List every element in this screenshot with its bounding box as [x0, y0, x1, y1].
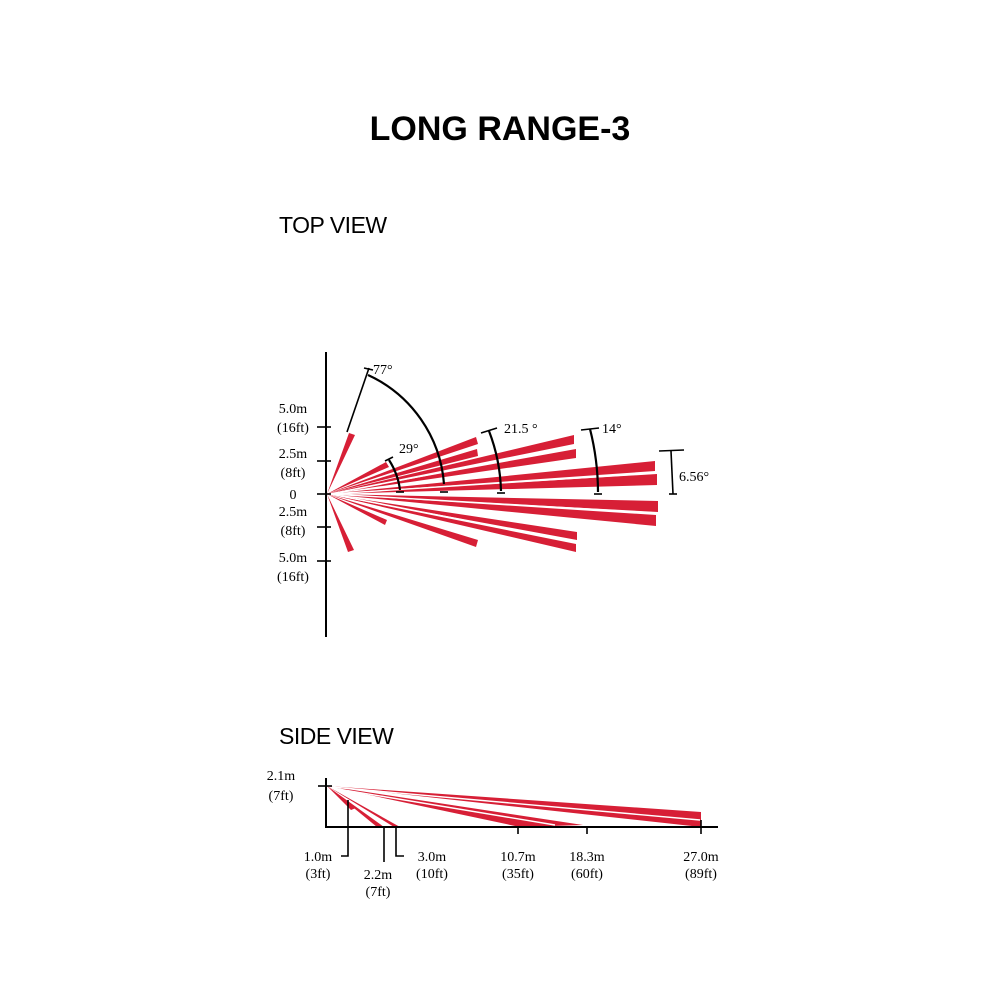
axis-label-unit: (16ft) [277, 570, 309, 585]
beam-21-3 [327, 494, 478, 547]
beam-divider [329, 493, 658, 514]
beam-far-4 [327, 494, 656, 526]
leader-3m [395, 828, 404, 857]
axis-label-value: 2.5m [279, 447, 308, 462]
angle-label-21: 21.5 ° [504, 422, 538, 437]
angle-marker-6: 6.56° [658, 449, 709, 495]
axis-label-value: 5.0m [279, 402, 308, 417]
axis-label-unit: (8ft) [281, 466, 306, 481]
beam-side-near-2 [327, 786, 384, 827]
leader-1m [341, 800, 349, 857]
beam-29-1 [327, 462, 389, 494]
angle-marker-21: 21.5 ° [480, 422, 538, 494]
side-view-heading: SIDE VIEW [279, 723, 394, 749]
beam-side-far [327, 786, 701, 827]
distance-label-value: 18.3m [569, 850, 605, 865]
side-view: SIDE VIEW 2.1m (7ft) 1.0m (3ft) 2.2m [267, 723, 719, 900]
beam-side-mid [327, 786, 583, 827]
top-view-heading: TOP VIEW [279, 212, 387, 238]
beam-divider [329, 493, 577, 543]
beam-77-2 [327, 494, 354, 552]
distance-label-unit: (7ft) [366, 885, 391, 900]
height-label-value: 2.1m [267, 769, 296, 784]
beam-divider [331, 787, 556, 826]
beam-21-1 [327, 437, 478, 494]
distance-label-unit: (89ft) [685, 867, 717, 882]
angle-label-14: 14° [602, 422, 622, 437]
beam-divider [331, 786, 701, 821]
angle-marker-14: 14° [580, 422, 622, 495]
distance-label-unit: (10ft) [416, 867, 448, 882]
side-view-beams [327, 786, 701, 827]
beam-14-4 [327, 494, 576, 552]
axis-label-value: 0 [290, 488, 297, 503]
height-label-unit: (7ft) [269, 789, 294, 804]
beam-far-1 [327, 461, 655, 494]
distance-label-unit: (3ft) [306, 867, 331, 882]
beam-77-1 [327, 433, 355, 494]
top-view-beams [327, 433, 658, 552]
axis-label-value: 2.5m [279, 505, 308, 520]
distance-label-value: 3.0m [418, 850, 447, 865]
angle-label-77: 77° [373, 363, 393, 378]
distance-label-unit: (35ft) [502, 867, 534, 882]
angle-label-29: 29° [399, 442, 419, 457]
distance-label-value: 2.2m [364, 868, 393, 883]
angle-marker-77: 77° [346, 363, 448, 493]
distance-label-value: 10.7m [500, 850, 536, 865]
beam-29-2 [327, 494, 387, 525]
beam-divider [329, 445, 577, 495]
distance-label-value: 27.0m [683, 850, 719, 865]
distance-label-unit: (60ft) [571, 867, 603, 882]
top-view: TOP VIEW [277, 212, 709, 637]
beam-14-1 [327, 435, 574, 494]
angle-marker-29: 29° [384, 442, 419, 493]
page-title: LONG RANGE-3 [370, 110, 631, 148]
beam-divider [329, 472, 657, 495]
beam-side-near-3 [327, 786, 400, 827]
axis-label-value: 5.0m [279, 551, 308, 566]
axis-label-unit: (8ft) [281, 524, 306, 539]
axis-label-unit: (16ft) [277, 421, 309, 436]
distance-label-value: 1.0m [304, 850, 333, 865]
angle-label-6: 6.56° [679, 470, 709, 485]
